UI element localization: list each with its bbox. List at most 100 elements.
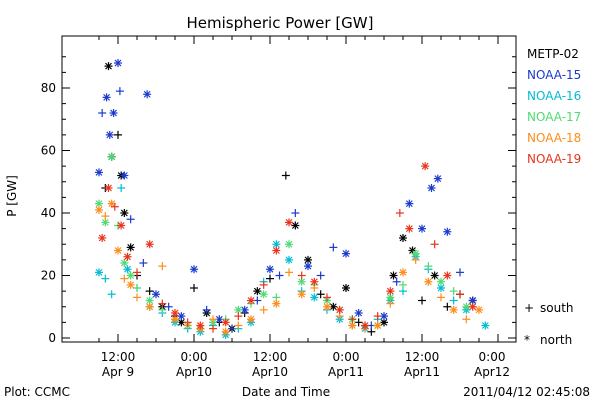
data-point-north-marker xyxy=(399,268,407,277)
data-point-north-marker xyxy=(329,302,338,311)
data-point-south-marker xyxy=(399,280,407,289)
data-point-north-marker xyxy=(117,221,126,230)
x-tick-label-time: 12:00 xyxy=(405,350,440,364)
data-point-north-marker xyxy=(342,249,350,258)
data-point-north-marker xyxy=(304,262,312,271)
data-point-south-marker xyxy=(98,109,107,117)
data-point-south-marker xyxy=(275,271,284,280)
marker-legend-label: north xyxy=(540,333,572,347)
data-point-south-marker xyxy=(110,202,119,211)
data-point-south-marker xyxy=(456,290,464,299)
y-axis-label: P [GW] xyxy=(5,175,19,217)
data-point-south-marker xyxy=(183,318,192,327)
data-point-north-marker xyxy=(221,318,230,327)
x-tick-label-date: Apr12 xyxy=(474,365,510,379)
legend-entry-noaa-18: NOAA-18 xyxy=(527,131,581,145)
data-point-south-marker xyxy=(443,302,452,311)
data-point-south-marker xyxy=(158,262,167,271)
data-point-north-marker xyxy=(443,227,452,236)
data-point-south-marker xyxy=(392,277,401,286)
data-point-north-marker xyxy=(430,271,439,280)
data-point-south-marker xyxy=(424,262,433,271)
data-point-south-marker xyxy=(323,293,331,302)
chart-title: Hemispheric Power [GW] xyxy=(187,14,374,32)
data-point-south-marker xyxy=(316,290,325,299)
data-point-south-marker xyxy=(115,87,124,96)
data-point-north-marker xyxy=(291,221,300,230)
data-point-south-marker xyxy=(234,321,243,330)
data-point-north-marker xyxy=(247,315,255,324)
data-point-south-marker xyxy=(291,209,300,217)
data-point-south-marker xyxy=(158,299,167,308)
data-point-north-marker xyxy=(98,234,107,242)
data-point-north-marker xyxy=(310,277,319,286)
data-point-north-marker xyxy=(101,218,110,227)
data-point-north-marker xyxy=(285,240,293,249)
series-noaa-18 xyxy=(95,199,483,336)
x-tick-label-time: 12:00 xyxy=(253,350,288,364)
data-point-north-marker xyxy=(297,290,306,299)
legend-entry-noaa-16: NOAA-16 xyxy=(527,89,581,103)
data-point-north-marker xyxy=(424,277,433,286)
x-tick-label-time: 0:00 xyxy=(333,350,360,364)
legend-entry-noaa-17: NOAA-17 xyxy=(527,110,581,124)
data-point-north-marker xyxy=(310,293,319,302)
data-point-north-marker xyxy=(196,321,205,330)
data-point-south-marker xyxy=(418,296,426,305)
data-point-south-marker xyxy=(126,215,135,224)
x-tick-label-time: 0:00 xyxy=(479,350,506,364)
data-point-north-marker xyxy=(171,309,179,317)
data-point-north-marker xyxy=(304,255,312,264)
data-point-south-marker xyxy=(209,315,217,324)
data-point-north-marker xyxy=(335,305,344,314)
marker-legend-symbol: + xyxy=(524,301,534,315)
y-tick-label: 20 xyxy=(41,269,56,283)
data-point-south-marker xyxy=(354,318,363,327)
data-point-south-marker xyxy=(114,130,122,139)
data-point-north-marker xyxy=(120,209,129,217)
data-point-south-marker xyxy=(449,287,458,296)
data-point-north-marker xyxy=(481,321,490,330)
data-point-south-marker xyxy=(348,315,357,324)
data-point-north-marker xyxy=(272,246,281,255)
data-point-south-marker xyxy=(145,287,154,296)
marker-legend-symbol: * xyxy=(524,333,530,347)
data-point-north-marker xyxy=(361,321,369,330)
plot-timestamp: 2011/04/12 02:45:08 xyxy=(463,385,590,399)
y-tick-label: 0 xyxy=(48,331,56,345)
data-point-north-marker xyxy=(95,205,103,214)
data-point-north-marker xyxy=(145,296,154,305)
data-point-north-marker xyxy=(259,290,268,299)
data-point-south-marker xyxy=(164,302,173,311)
data-point-south-marker xyxy=(411,255,420,264)
data-point-north-marker xyxy=(190,265,198,274)
data-point-south-marker xyxy=(107,290,116,299)
data-point-north-marker xyxy=(266,265,274,274)
x-tick-label-date: Apr11 xyxy=(328,365,364,379)
data-point-north-marker xyxy=(126,243,135,252)
data-point-north-marker xyxy=(323,302,331,311)
data-point-north-marker xyxy=(102,93,111,102)
data-point-north-marker xyxy=(171,315,179,324)
legend: METP-02 NOAA-15 NOAA-16 NOAA-17 NOAA-18 NOAA-… xyxy=(527,47,581,166)
data-point-south-marker xyxy=(281,171,290,180)
data-point-north-marker xyxy=(272,240,281,249)
data-point-north-marker xyxy=(342,284,350,292)
data-point-north-marker xyxy=(177,312,186,321)
data-point-north-marker xyxy=(389,271,398,280)
data-point-south-marker xyxy=(297,271,306,280)
data-point-south-marker xyxy=(259,305,268,314)
data-point-north-marker xyxy=(354,309,363,317)
data-point-north-marker xyxy=(285,255,293,264)
data-point-south-marker xyxy=(316,271,325,280)
data-point-south-marker xyxy=(329,243,338,252)
x-tick-label-date: Apr 9 xyxy=(102,365,134,379)
data-point-south-marker xyxy=(234,312,243,321)
data-point-north-marker xyxy=(285,218,293,227)
data-point-north-marker xyxy=(348,321,357,330)
data-point-north-marker xyxy=(418,224,426,233)
data-point-south-marker xyxy=(190,284,198,292)
data-point-south-marker xyxy=(285,268,293,277)
